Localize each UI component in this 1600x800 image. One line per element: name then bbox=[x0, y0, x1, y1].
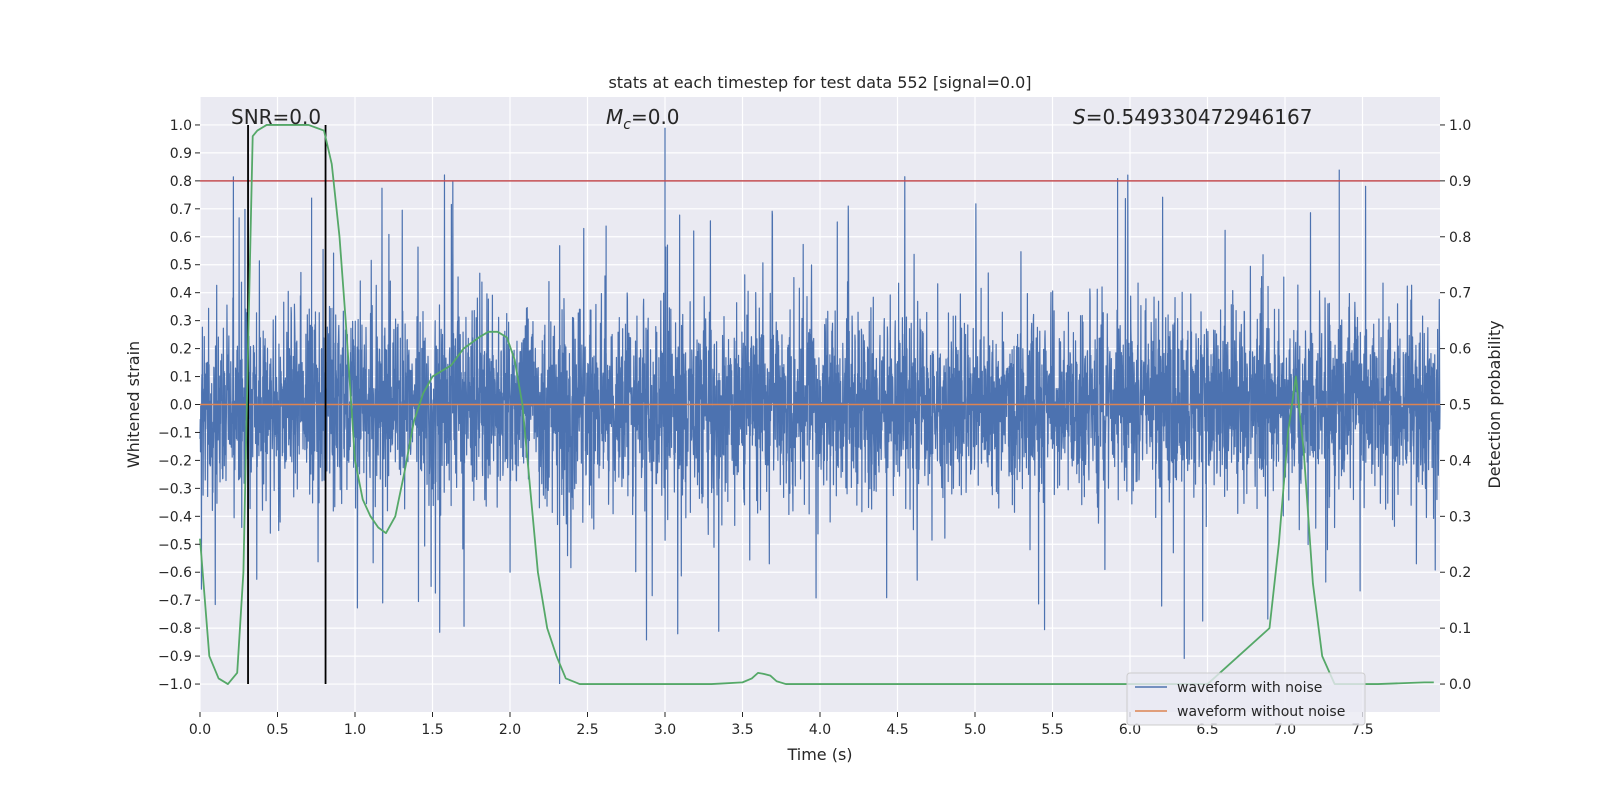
y-left-tick-label: −0.9 bbox=[158, 649, 192, 665]
x-tick-label: 4.5 bbox=[886, 722, 908, 738]
legend-box bbox=[1126, 672, 1366, 726]
x-tick-label: 2.0 bbox=[499, 722, 521, 738]
legend: waveform with noise waveform without noi… bbox=[1126, 672, 1366, 726]
y-left-tick-label: 0.4 bbox=[170, 286, 192, 302]
y-right-tick-label: 0.4 bbox=[1449, 453, 1471, 469]
x-tick-label: 1.5 bbox=[421, 722, 443, 738]
y-left-tick-label: −1.0 bbox=[158, 677, 192, 693]
y-left-tick-label: −0.3 bbox=[158, 481, 192, 497]
x-tick-label: 6.0 bbox=[1119, 722, 1141, 738]
axes-ticks: 0.0 0.5 1.0 1.5 2.0 2.5 3.0 3.5 4.0 4.5 5.0 5.5 6.0 6… bbox=[158, 118, 1471, 738]
x-tick-label: 5.0 bbox=[964, 722, 986, 738]
y-right-tick-label: 0.5 bbox=[1449, 398, 1471, 414]
y-right-tick-label: 0.8 bbox=[1449, 230, 1471, 246]
y-left-tick-label: −0.6 bbox=[158, 565, 192, 581]
y-axis-label-left: Whitened strain bbox=[124, 341, 143, 468]
y-left-tick-label: 0.9 bbox=[170, 146, 192, 162]
annotation-score: S=0.549330472946167 bbox=[1073, 105, 1312, 129]
x-tick-label: 5.5 bbox=[1041, 722, 1063, 738]
x-axis-label: Time (s) bbox=[786, 745, 852, 764]
y-left-tick-label: 1.0 bbox=[170, 118, 192, 134]
annotation-chirp-mass: Mc=0.0 bbox=[606, 105, 680, 133]
y-left-tick-label: −0.4 bbox=[158, 509, 192, 525]
x-tick-label: 6.5 bbox=[1196, 722, 1218, 738]
x-tick-label: 4.0 bbox=[809, 722, 831, 738]
noise-waveform-path bbox=[199, 127, 1441, 685]
y-right-tick-label: 1.0 bbox=[1449, 118, 1471, 134]
x-tick-label: 0.5 bbox=[266, 722, 288, 738]
y-left-tick-label: −0.5 bbox=[158, 537, 192, 553]
y-right-tick-label: 0.2 bbox=[1449, 565, 1471, 581]
annotation-snr: SNR=0.0 bbox=[231, 105, 321, 129]
y-left-tick-label: 0.1 bbox=[170, 370, 192, 386]
y-left-tick-label: −0.1 bbox=[158, 425, 192, 441]
y-left-tick-label: −0.8 bbox=[158, 621, 192, 637]
annotation-score-value: =0.549330472946167 bbox=[1086, 105, 1313, 129]
legend-label-waveform-without-noise: waveform without noise bbox=[1177, 704, 1345, 720]
y-left-tick-label: 0.8 bbox=[170, 174, 192, 190]
y-left-tick-label: 0.7 bbox=[170, 202, 192, 218]
vertical-markers bbox=[247, 124, 327, 685]
y-left-tick-label: 0.3 bbox=[170, 314, 192, 330]
series-waveform-with-noise bbox=[199, 127, 1441, 685]
x-tick-label: 0.0 bbox=[189, 722, 211, 738]
y-left-tick-label: 0.0 bbox=[170, 398, 192, 414]
x-tick-label: 7.0 bbox=[1274, 722, 1296, 738]
y-left-tick-label: 0.2 bbox=[170, 342, 192, 358]
y-axis-label-right: Detection probability bbox=[1485, 320, 1504, 488]
y-right-tick-label: 0.7 bbox=[1449, 286, 1471, 302]
x-tick-label: 3.0 bbox=[654, 722, 676, 738]
y-right-tick-label: 0.0 bbox=[1449, 677, 1471, 693]
annotation-chirp-mass-symbol: M bbox=[606, 105, 623, 129]
annotation-chirp-mass-value: =0.0 bbox=[631, 105, 680, 129]
y-right-tick-label: 0.9 bbox=[1449, 174, 1471, 190]
chart-title: stats at each timestep for test data 552… bbox=[608, 73, 1031, 92]
y-left-tick-label: −0.2 bbox=[158, 453, 192, 469]
y-left-tick-label: 0.5 bbox=[170, 258, 192, 274]
y-left-tick-label: −0.7 bbox=[158, 593, 192, 609]
y-right-tick-label: 0.1 bbox=[1449, 621, 1471, 637]
y-left-tick-label: 0.6 bbox=[170, 230, 192, 246]
legend-label-waveform-with-noise: waveform with noise bbox=[1177, 680, 1322, 696]
y-right-tick-label: 0.6 bbox=[1449, 342, 1471, 358]
x-tick-label: 2.5 bbox=[576, 722, 598, 738]
annotation-score-symbol: S bbox=[1073, 105, 1086, 129]
x-tick-label: 1.0 bbox=[344, 722, 366, 738]
y-right-tick-label: 0.3 bbox=[1449, 509, 1471, 525]
x-tick-label: 7.5 bbox=[1351, 722, 1373, 738]
annotation-chirp-mass-subscript: c bbox=[623, 117, 631, 133]
x-tick-label: 3.5 bbox=[731, 722, 753, 738]
